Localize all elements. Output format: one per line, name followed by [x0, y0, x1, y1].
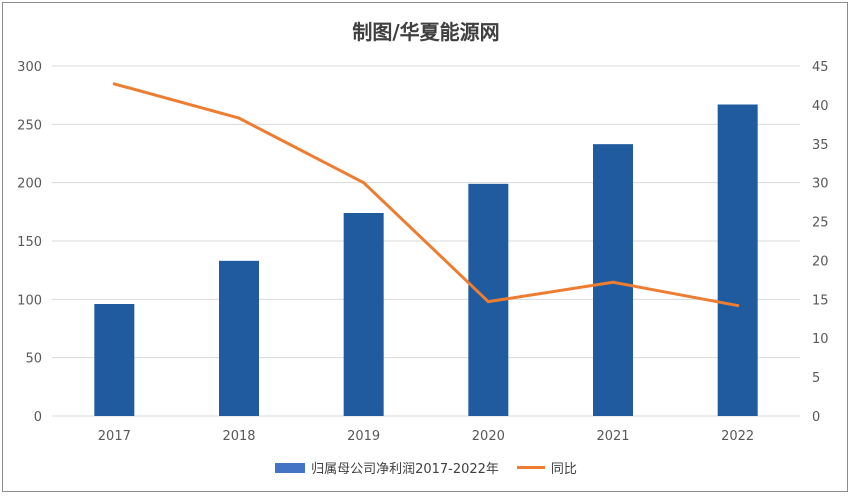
chart-title: 制图/华夏能源网	[352, 20, 500, 44]
bar	[593, 144, 633, 416]
y-right-tick-label: 45	[812, 60, 829, 75]
x-tick-label: 2021	[596, 429, 629, 444]
x-tick-label: 2018	[222, 429, 255, 444]
bar	[343, 213, 384, 416]
legend-label-bar: 归属母公司净利润2017-2022年	[311, 462, 499, 477]
line-point	[486, 300, 490, 304]
legend-swatch-line	[516, 466, 545, 469]
legend-label-line: 同比	[550, 462, 577, 477]
y-left-tick-label: 300	[17, 60, 42, 75]
y-right-tick-label: 0	[812, 410, 820, 425]
x-tick-label: 2022	[721, 429, 754, 444]
series-line	[112, 82, 740, 308]
y-right-tick-label: 10	[812, 332, 829, 347]
y-right-tick-label: 30	[812, 177, 829, 192]
x-tick-label: 2020	[472, 429, 505, 444]
y-right-tick-label: 35	[812, 138, 829, 153]
line-point	[362, 181, 366, 185]
legend-swatch-bar	[275, 462, 306, 473]
legend-item-line: 同比	[516, 458, 577, 477]
y-left-tick-label: 50	[25, 352, 42, 367]
bar	[717, 104, 758, 416]
y-right-tick-label: 20	[812, 254, 829, 269]
line-point	[112, 82, 116, 86]
y-right-tick-label: 15	[812, 293, 829, 308]
legend-item-bar: 归属母公司净利润2017-2022年	[275, 458, 499, 477]
line-point	[611, 280, 615, 284]
y-left-tick-label: 0	[34, 410, 42, 425]
y-right-tick-label: 5	[812, 371, 820, 386]
line-point	[736, 304, 740, 308]
y-left-tick-label: 200	[17, 177, 42, 192]
y-right-tick-label: 40	[812, 99, 829, 114]
y-left-tick-label: 250	[17, 118, 42, 133]
x-tick-label: 2017	[98, 429, 131, 444]
y-left-tick-label: 150	[17, 235, 42, 250]
line-point	[237, 116, 241, 120]
bar	[219, 260, 259, 416]
bar	[94, 304, 135, 416]
x-tick-label: 2019	[347, 429, 380, 444]
chart-legend: 归属母公司净利润2017-2022年 同比	[0, 458, 852, 477]
y-left-tick-label: 100	[17, 293, 42, 308]
y-right-tick-label: 25	[812, 216, 829, 231]
